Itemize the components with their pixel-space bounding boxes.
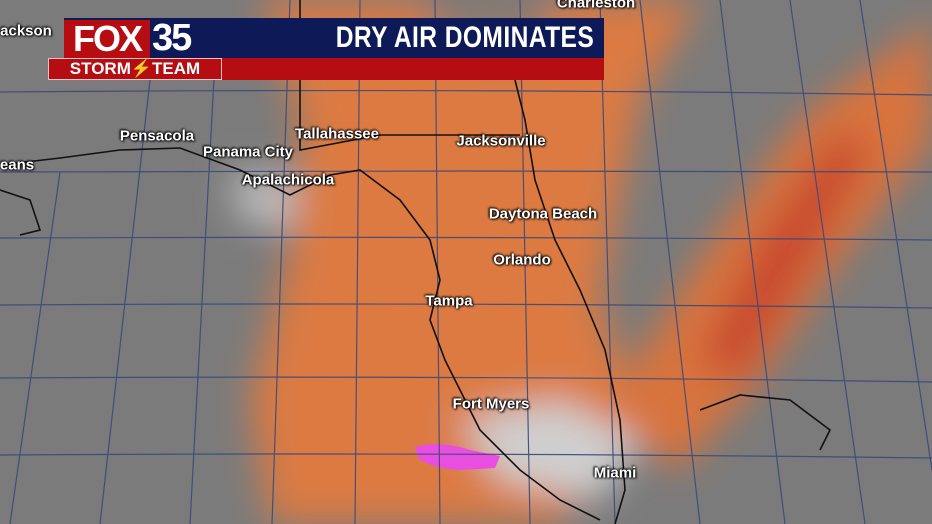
city-label-apalachicola: Apalachicola — [241, 171, 335, 189]
banner-title: DRY AIR DOMINATES — [335, 21, 594, 54]
banner-navy-bar: DRY AIR DOMINATES — [64, 18, 604, 58]
city-label-jacksonville: Jacksonville — [456, 132, 546, 150]
city-label-tallahassee: Tallahassee — [295, 125, 379, 143]
city-label-daytona-beach: Daytona Beach — [488, 205, 598, 223]
banner-red-bar — [158, 58, 604, 80]
city-label-panama-city: Panama City — [202, 143, 294, 161]
city-label-miami: Miami — [593, 464, 637, 482]
fox-logo: FOX — [64, 20, 150, 58]
title-banner: DRY AIR DOMINATES FOX 35 STORM⚡TEAM — [48, 18, 604, 80]
city-label-orlando: Orlando — [493, 251, 551, 269]
high-moisture-area — [415, 444, 500, 470]
city-label-charleston: Charleston — [556, 0, 636, 12]
city-label-tampa: Tampa — [425, 292, 473, 310]
storm-team-logo: STORM⚡TEAM — [48, 58, 222, 80]
city-label-jackson: ackson — [0, 22, 52, 40]
channel-number: 35 — [152, 17, 192, 59]
city-label-fort-myers: Fort Myers — [452, 395, 530, 413]
city-label-new-orleans: eans — [0, 156, 35, 174]
city-label-pensacola: Pensacola — [119, 127, 195, 145]
